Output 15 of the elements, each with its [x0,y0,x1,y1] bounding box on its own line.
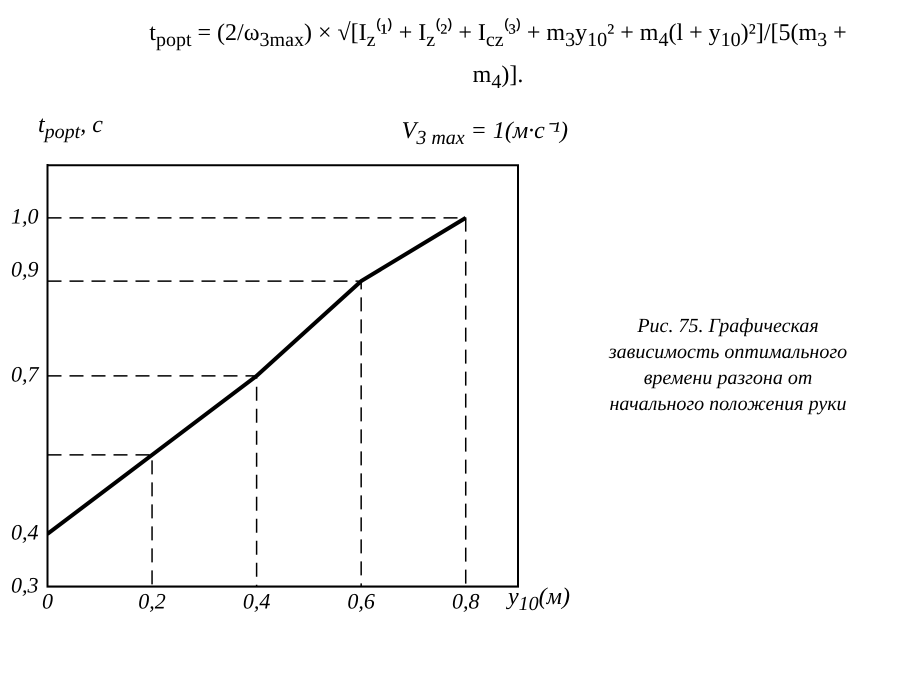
x-axis-title: y$_{10}$(м) [508,584,570,616]
x-tick-label: 0,8 [452,588,480,614]
x-tick-label: 0,6 [347,588,375,614]
text: t$_{popt}$ = (2/ω$_{3max}$) × √[I$_{z}$⁽¹⁾ + I$_{z}$⁽²⁾ + I$_{cz}$⁽³⁾ + m$_{3}$y$_{10}$² + m$_{4}$(l + y$_{10}$)²]/[5(m$_{3}$ + m$_{4}$)]. [149,20,847,93]
y-tick-label: 0,4 [11,520,38,546]
x-tick-label: 0,2 [138,588,166,614]
chart-title: V$_{3 max}$ = 1(м·с⁻¹) [402,116,568,150]
y-tick-label: 0,9 [11,256,38,282]
text: Рис. 75. Графическая зависимость оптимального времени разгона от начального положения руки [608,314,848,418]
y-tick-label: 1,0 [11,204,38,230]
y-tick-label: 0,7 [11,362,40,388]
y-tick-label: 0,3 [11,572,38,598]
x-tick-label: 0,4 [242,588,270,614]
x-tick-label: 0 [42,588,53,614]
y-axis-title: t$_{popt}$, с [38,112,103,144]
